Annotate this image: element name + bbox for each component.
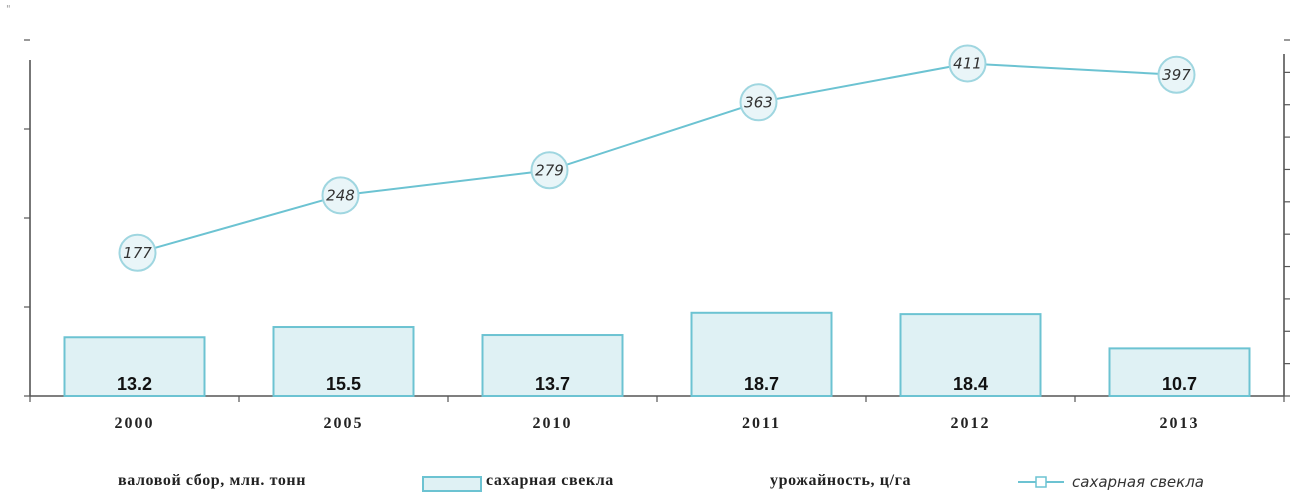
legend-bar-group-label: валовой сбор, млн. тонн: [118, 472, 307, 489]
category-label-2010: 2010: [533, 415, 573, 432]
category-label-2011: 2011: [742, 415, 781, 432]
point-label-2013: 397: [1162, 66, 1191, 84]
category-label-2012: 2012: [951, 415, 991, 432]
bar-label-2012: 18.4: [953, 374, 988, 394]
line-series: [137, 62, 1177, 254]
marker-2010: [530, 151, 569, 190]
marker-2005: [321, 176, 360, 215]
category-label-2000: 2000: [115, 415, 155, 432]
bar-label-2005: 15.5: [326, 374, 361, 394]
legend-bar-swatch: [422, 476, 482, 492]
bar-2000: [63, 336, 206, 398]
point-label-2010: 279: [535, 161, 564, 179]
legend-line-series-label: сахарная свекла: [1072, 473, 1204, 491]
bar-label-2013: 10.7: [1162, 374, 1197, 394]
bar-2005: [272, 326, 415, 397]
category-label-2013: 2013: [1160, 415, 1200, 432]
point-label-2012: 411: [953, 54, 982, 72]
bar-2011: [690, 311, 833, 397]
corner-mark: ": [6, 4, 11, 15]
bar-series: [63, 311, 1251, 398]
bar-label-2011: 18.7: [744, 374, 779, 394]
marker-2013: [1157, 55, 1196, 94]
bar-2012: [899, 313, 1042, 397]
legend-bar-series-label: сахарная свекла: [486, 472, 614, 489]
bar-2013: [1108, 347, 1251, 398]
bar-label-2000: 13.2: [117, 374, 152, 394]
line-path: [137, 62, 1177, 254]
bar-2010: [481, 334, 624, 398]
marker-2000: [118, 233, 157, 272]
marker-2012: [948, 44, 987, 83]
legend: валовой сбор, млн. тонн сахарная свекла …: [0, 472, 1292, 496]
legend-line-group-label: урожайность, ц/га: [770, 472, 912, 489]
point-label-2011: 363: [744, 93, 773, 111]
bar-data-labels: 13.2 15.5 13.7 18.7 18.4 10.7: [117, 374, 1197, 394]
category-label-2005: 2005: [324, 415, 364, 432]
point-label-2000: 177: [123, 244, 152, 262]
line-markers: 177 248 279 363 411 397: [118, 44, 1196, 272]
category-tick-labels: 2000 2005 2010 2011 2012 2013: [115, 415, 1200, 432]
chart-axes: [24, 39, 1290, 402]
bar-label-2010: 13.7: [535, 374, 570, 394]
marker-2011: [739, 83, 778, 122]
point-label-2005: 248: [326, 186, 355, 204]
combo-chart: 13.2 15.5 13.7 18.7 18.4 10.7 2000 2005 2010 201…: [24, 39, 1290, 432]
legend-line-swatch: [1018, 476, 1064, 488]
